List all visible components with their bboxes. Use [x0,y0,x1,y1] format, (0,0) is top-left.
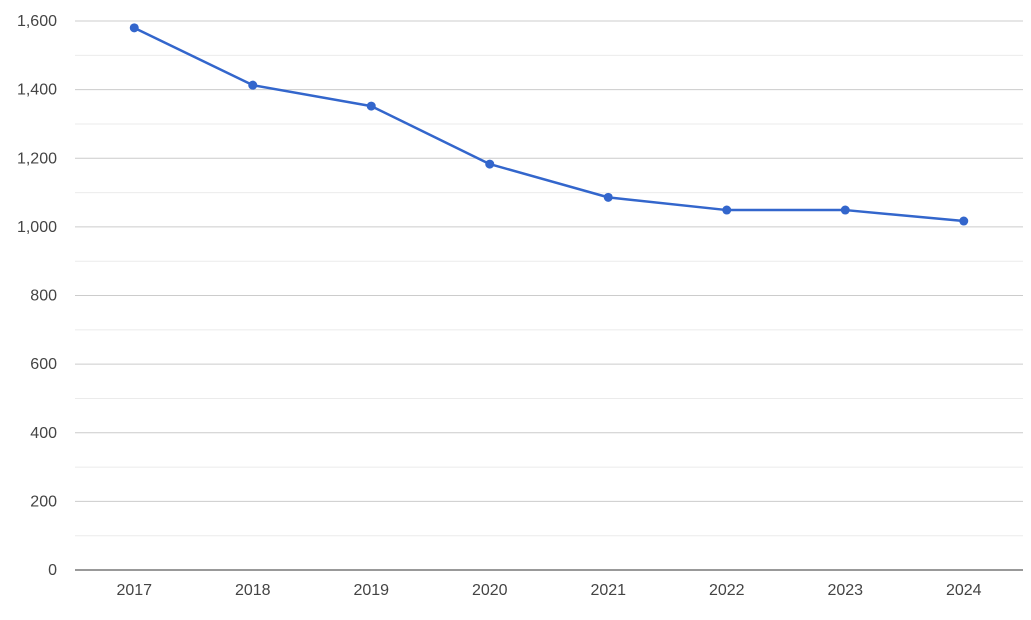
y-tick-label: 1,200 [17,150,57,167]
series-group [129,23,969,226]
data-point [129,23,139,33]
y-tick-label: 1,600 [17,13,57,30]
x-tick-label: 2022 [709,582,745,599]
y-tick-label: 1,000 [17,219,57,236]
minor-gridlines [75,54,1023,537]
series-line [133,26,965,223]
y-tick-label: 400 [30,425,57,442]
data-point [722,205,732,215]
data-point [603,192,613,202]
y-tick-label: 200 [30,493,57,510]
x-tick-label: 2024 [946,582,982,599]
x-tick-label: 2023 [827,582,863,599]
data-point [959,216,969,226]
y-tick-label: 800 [30,288,57,305]
major-gridlines [75,20,1023,502]
data-point [485,159,495,169]
y-tick-label: 1,400 [17,82,57,99]
x-tick-label: 2021 [590,582,626,599]
data-point [248,80,258,90]
x-tick-label: 2020 [472,582,508,599]
y-axis-labels: 0 200 400 600 800 1,000 1,200 1,400 1,600 [17,13,57,579]
y-tick-label: 600 [30,356,57,373]
x-tick-label: 2019 [353,582,389,599]
x-axis-labels: 2017 2018 2019 2020 2021 2022 2023 2024 [116,582,981,599]
x-tick-label: 2018 [235,582,271,599]
data-point [840,205,850,215]
y-tick-label: 0 [48,562,57,579]
x-tick-label: 2017 [116,582,152,599]
data-point [366,101,376,111]
